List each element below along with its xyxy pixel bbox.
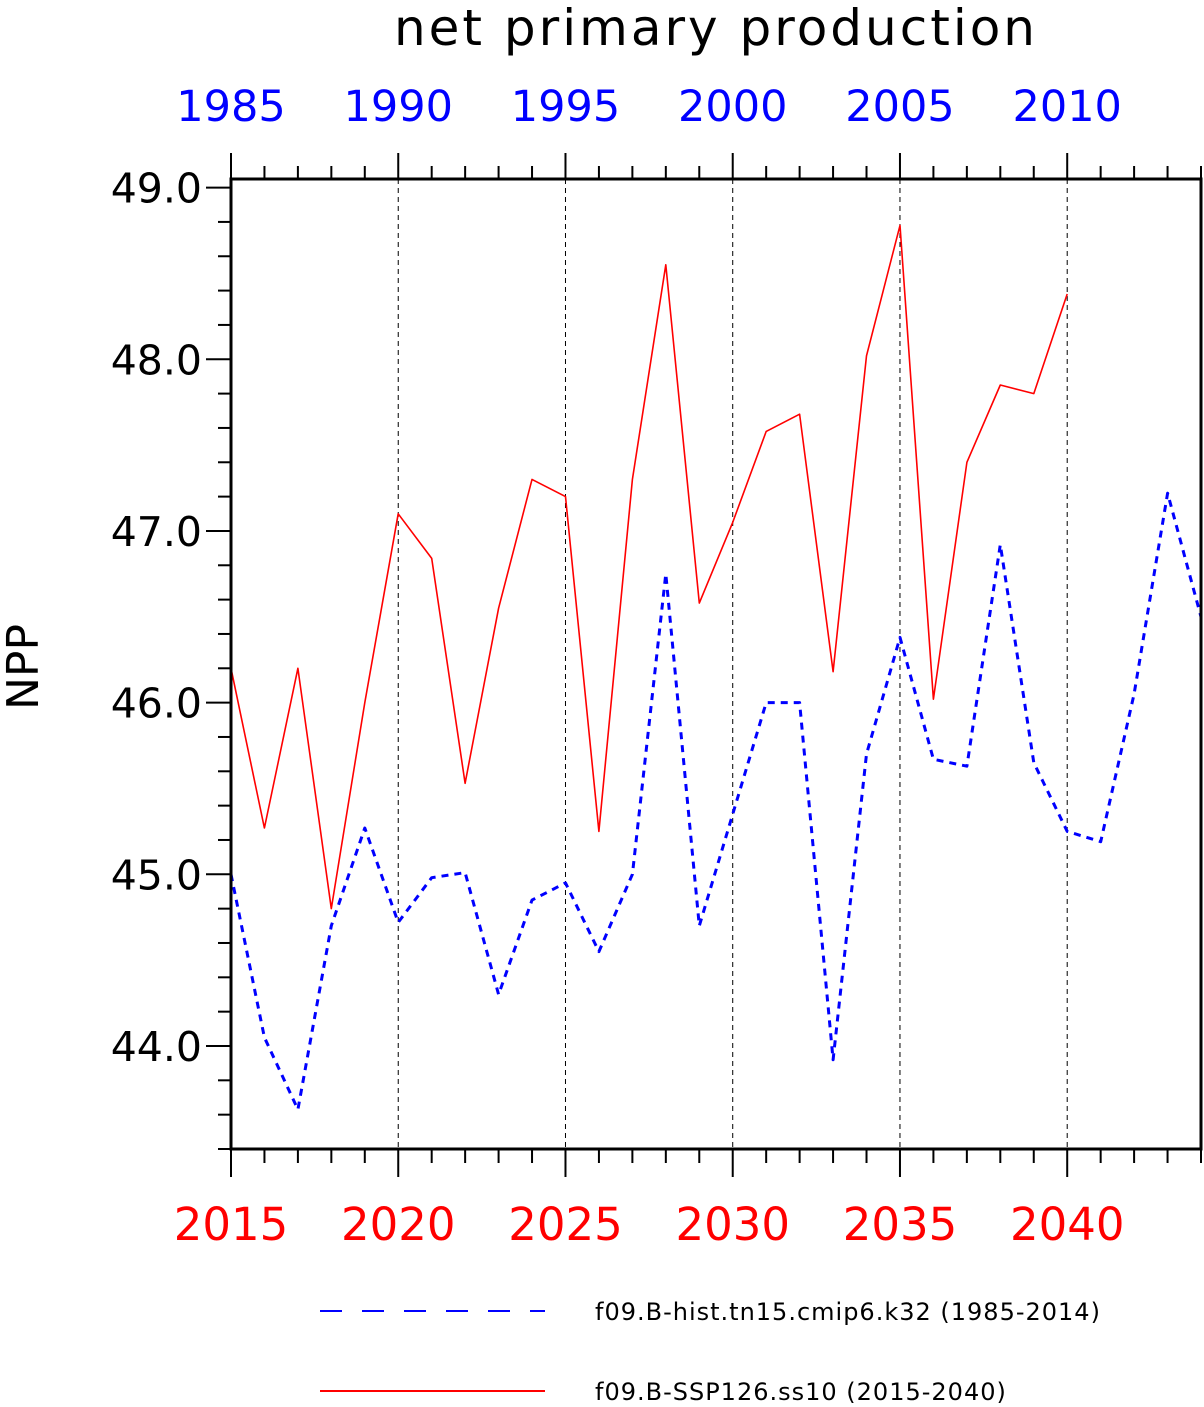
tick-labels: 2015 2020 2025 2030 2035 2040 1985 1990 1995 2000…: [111, 82, 1125, 1251]
y-tick-label-49.0: 49.0: [111, 165, 202, 213]
series-lines: [229, 224, 1203, 1111]
top-tick-label-1995: 1995: [511, 82, 620, 132]
chart-title: net primary production: [394, 0, 1038, 57]
top-tick-label-2010: 2010: [1012, 82, 1121, 132]
bottom-tick-label-2015: 2015: [174, 1198, 289, 1251]
legend-label-historical: f09.B-hist.tn15.cmip6.k32 (1985-2014): [595, 1298, 1101, 1326]
y-axis-label: NPP: [0, 624, 49, 710]
legend: f09.B-hist.tn15.cmip6.k32 (1985-2014) f0…: [320, 1298, 1101, 1406]
top-tick-label-2000: 2000: [678, 82, 787, 132]
axis-ticks: [206, 153, 1202, 1177]
top-tick-label-1990: 1990: [344, 82, 453, 132]
legend-label-ssp126: f09.B-SSP126.ss10 (2015-2040): [595, 1378, 1007, 1406]
top-tick-label-1985: 1985: [176, 82, 285, 132]
y-tick-label-46.0: 46.0: [111, 680, 202, 728]
grid-lines: [397, 179, 1068, 1149]
bottom-tick-label-2040: 2040: [1010, 1198, 1125, 1251]
y-tick-label-48.0: 48.0: [111, 336, 202, 384]
bottom-tick-label-2030: 2030: [675, 1198, 790, 1251]
bottom-tick-label-2035: 2035: [843, 1198, 958, 1251]
top-tick-label-2005: 2005: [845, 82, 954, 132]
y-tick-label-47.0: 47.0: [111, 508, 202, 556]
plot-frame: [229, 177, 1203, 1151]
y-tick-label-44.0: 44.0: [111, 1023, 202, 1071]
bottom-tick-label-2025: 2025: [508, 1198, 623, 1251]
y-tick-label-45.0: 45.0: [111, 851, 202, 899]
series-line-historical: [229, 491, 1203, 1111]
series-line-ssp126: [230, 224, 1068, 910]
bottom-tick-label-2020: 2020: [341, 1198, 456, 1251]
